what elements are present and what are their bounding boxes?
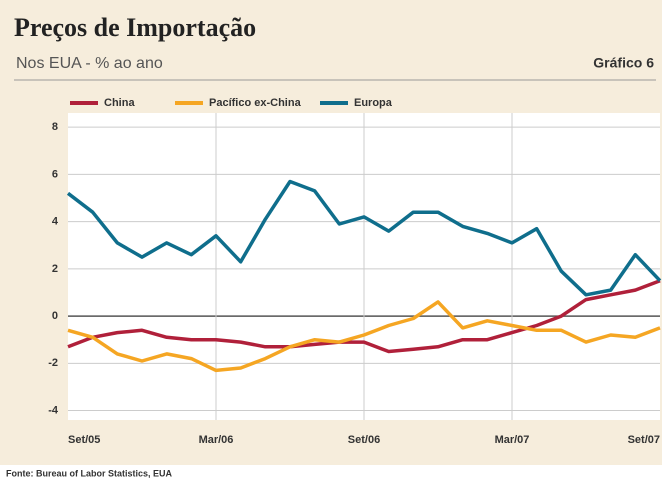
y-tick-label: -4: [48, 404, 59, 416]
chart-label: Gráfico 6: [593, 55, 654, 71]
x-tick-label: Set/07: [628, 434, 660, 446]
y-tick-label: 8: [52, 121, 58, 133]
y-tick-label: 0: [52, 310, 58, 322]
y-tick-label: 2: [52, 263, 58, 275]
x-tick-label: Mar/06: [199, 434, 234, 446]
line-series: [66, 179, 662, 297]
y-tick-label: -2: [48, 357, 58, 369]
x-tick-label: Set/06: [348, 434, 380, 446]
source: Fonte: Bureau of Labor Statistics, EUA: [6, 468, 173, 478]
y-tick-label: 6: [52, 168, 58, 180]
x-tick-label: Set/05: [68, 434, 100, 446]
legend-label: China: [104, 97, 135, 109]
y-tick-label: 4: [52, 216, 59, 228]
legend-label: Europa: [354, 97, 393, 109]
chart-title: Preços de Importação: [14, 13, 256, 42]
x-tick-label: Mar/07: [495, 434, 530, 446]
line-series: [67, 279, 661, 354]
line-series: [67, 300, 661, 373]
subtitle: Nos EUA - % ao ano: [16, 55, 163, 72]
legend-label: Pacífico ex-China: [209, 97, 302, 109]
